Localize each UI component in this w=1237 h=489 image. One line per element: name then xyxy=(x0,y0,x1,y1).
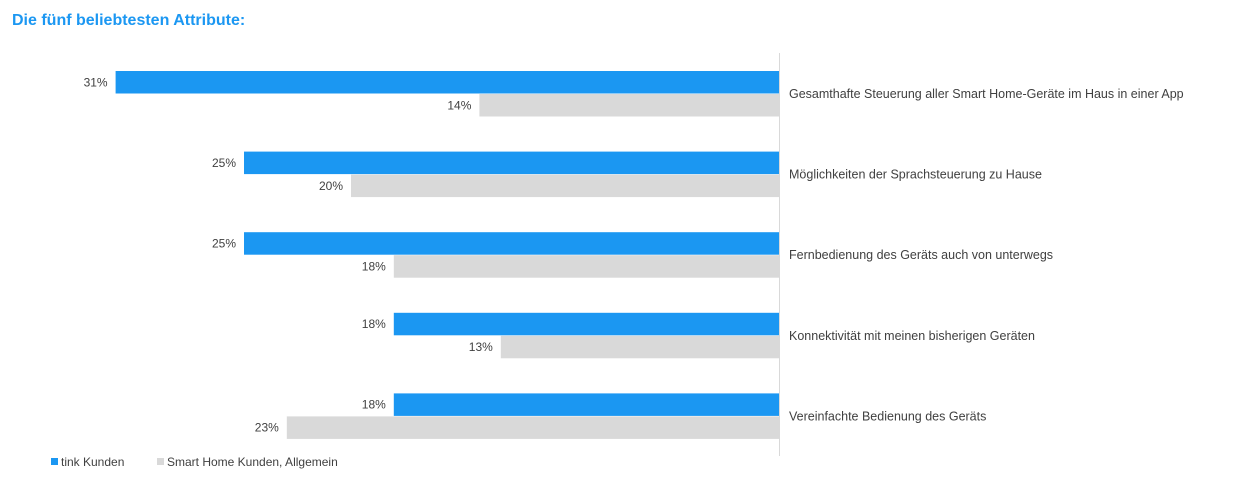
chart-title: Die fünf beliebtesten Attribute: xyxy=(12,12,246,29)
legend-label: tink Kunden xyxy=(61,455,124,469)
bars-layer xyxy=(115,71,780,439)
legend: tink Kunden Smart Home Kunden, Allgemein xyxy=(51,455,338,469)
value-label-tink-1: 31% xyxy=(84,75,108,89)
bar-smart-home-5 xyxy=(286,416,779,439)
legend-item-smart-home: Smart Home Kunden, Allgemein xyxy=(157,455,338,469)
bar-smart-home-1 xyxy=(479,94,779,117)
category-label-5: Vereinfachte Bedienung des Geräts xyxy=(789,409,986,423)
bar-smart-home-2 xyxy=(351,174,779,198)
bar-smart-home-3 xyxy=(393,255,779,278)
value-label-tink-2: 25% xyxy=(212,156,236,170)
value-label-smart-home-1: 14% xyxy=(447,98,471,112)
bar-smart-home-4 xyxy=(500,335,779,359)
value-label-smart-home-5: 23% xyxy=(255,421,279,435)
labels-layer: 31% 14% Gesamthafte Steuerung aller Smart … xyxy=(84,75,1184,434)
value-label-tink-4: 18% xyxy=(362,317,386,331)
category-label-2: Möglichkeiten der Sprachsteuerung zu Hau… xyxy=(789,168,1042,182)
legend-label: Smart Home Kunden, Allgemein xyxy=(167,455,338,469)
category-label-4: Konnektivität mit meinen bisherigen Gerä… xyxy=(789,329,1035,343)
bar-tink-5 xyxy=(393,393,779,416)
bar-tink-4 xyxy=(393,312,779,336)
bar-tink-2 xyxy=(244,151,779,175)
bar-tink-3 xyxy=(244,232,779,255)
value-label-smart-home-3: 18% xyxy=(362,259,386,273)
category-label-3: Fernbedienung des Geräts auch von unterw… xyxy=(789,248,1053,262)
value-label-smart-home-4: 13% xyxy=(469,340,493,354)
legend-item-tink: tink Kunden xyxy=(51,455,124,469)
value-label-tink-3: 25% xyxy=(212,236,236,250)
value-label-tink-5: 18% xyxy=(362,398,386,412)
category-label-1: Gesamthafte Steuerung aller Smart Home-G… xyxy=(789,87,1184,101)
legend-swatch xyxy=(51,458,58,465)
legend-swatch xyxy=(157,458,164,465)
value-label-smart-home-2: 20% xyxy=(319,179,343,193)
bar-tink-1 xyxy=(115,71,780,94)
